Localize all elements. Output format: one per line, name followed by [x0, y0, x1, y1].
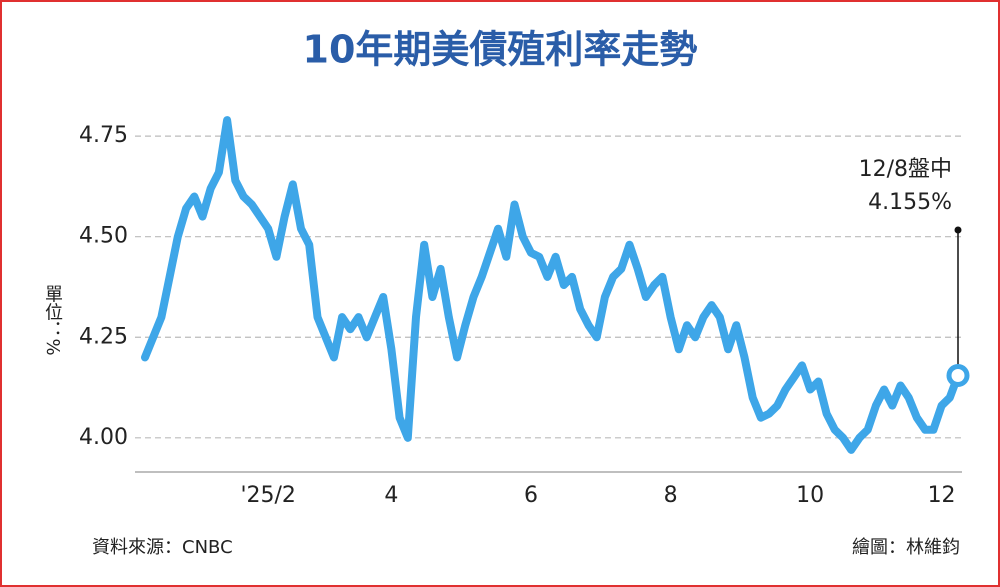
source: 資料來源：CNBC	[92, 537, 233, 558]
line	[141, 116, 962, 454]
annotation-dot	[954, 226, 962, 234]
annotation-text: 12/8盤中	[859, 157, 952, 182]
chart-title: 10年期美債殖利率走勢	[303, 28, 698, 72]
last-point	[946, 363, 970, 387]
x-tick-label: 8	[664, 483, 678, 508]
y-tick-label: 4.75	[79, 123, 128, 148]
y-tick-label: 4.50	[79, 224, 128, 249]
x-tick-label: 12	[928, 483, 956, 508]
x-tick-label: '25/2	[240, 483, 295, 508]
value-label: 4.155%	[868, 190, 952, 215]
x-tick-label: 10	[796, 483, 824, 508]
y-tick-label: 4.00	[79, 425, 128, 450]
x-tick-label: 4	[384, 483, 398, 508]
y-tick-label: 4.25	[79, 324, 128, 349]
y-axis-label: 單位：%	[42, 284, 63, 355]
credit: 繪圖：林維鈞	[852, 537, 960, 558]
x-tick-label: 6	[524, 483, 538, 508]
